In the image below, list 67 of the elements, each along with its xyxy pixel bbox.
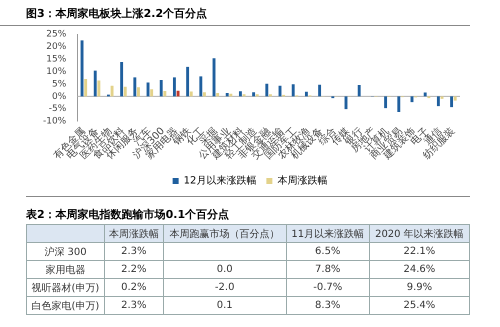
- bar: [410, 96, 414, 102]
- text: 2.3%: [121, 246, 146, 257]
- text: 2.2%: [121, 264, 146, 275]
- category-label: 视听器材(申万): [32, 282, 100, 294]
- y-tick-label: 0%: [52, 92, 67, 102]
- bar: [120, 62, 124, 96]
- y-tick-label: 10%: [46, 66, 67, 77]
- text: 22.1%: [404, 246, 436, 257]
- bar: [358, 85, 361, 96]
- category-label: 家用电器: [45, 264, 86, 276]
- category-label: 本周涨跌幅: [104, 224, 164, 242]
- y-tick-label: 15%: [46, 54, 67, 65]
- text: 6.5%: [315, 246, 340, 257]
- bar: [84, 79, 88, 96]
- y-tick-label: -10%: [42, 116, 67, 127]
- category-label: 白色家电(申万): [32, 300, 100, 312]
- text: 表2：本周家电指数跑输市场0.1个百分点: [26, 207, 230, 222]
- bar: [199, 76, 202, 96]
- bar: [133, 77, 136, 96]
- bar: [216, 92, 220, 96]
- bar: [137, 87, 140, 96]
- bar: [110, 86, 114, 96]
- bar: [304, 92, 308, 96]
- bar: [344, 96, 348, 110]
- bar: [150, 89, 154, 96]
- y-tick-label: 20%: [46, 42, 67, 52]
- bar: [265, 84, 268, 96]
- text: 0.1: [216, 300, 233, 311]
- legend-label: 本周涨跌幅: [277, 174, 328, 187]
- category-label: 沪深 300: [44, 246, 87, 258]
- text: 24.6%: [404, 264, 436, 275]
- bar: [146, 82, 150, 96]
- text: 2.3%: [121, 300, 146, 311]
- text: 0.2%: [121, 282, 146, 293]
- bar: [384, 96, 388, 108]
- chart-title: 图3：本周家电板块上涨2.2个百分点: [0, 0, 470, 26]
- text: 25.4%: [404, 300, 436, 311]
- bar: [318, 84, 322, 96]
- bar: [450, 96, 454, 108]
- bar: [80, 40, 84, 96]
- bar: [186, 66, 190, 96]
- legend-label: 12月以来涨跌幅: [184, 174, 256, 187]
- text: 7.8%: [315, 264, 340, 275]
- bar: [238, 91, 242, 96]
- text: 9.9%: [406, 282, 432, 293]
- bar: [424, 92, 427, 96]
- bar: [436, 96, 440, 106]
- text: -0.7%: [313, 282, 342, 293]
- text: -2.0: [214, 282, 234, 293]
- bar: [229, 94, 232, 96]
- bar: [176, 90, 180, 96]
- category-label: 本周跑赢市场（百分点）: [163, 224, 286, 242]
- bar: [278, 86, 282, 96]
- bar: [440, 96, 444, 99]
- category-label: 2020 年以来涨跌幅: [369, 224, 470, 242]
- text: 0.0: [216, 264, 233, 275]
- bar: [97, 80, 100, 96]
- text: 8.3%: [315, 300, 340, 311]
- bar: [252, 92, 256, 96]
- bar: [203, 92, 206, 96]
- bar: [212, 58, 216, 96]
- y-tick-label: 25%: [46, 30, 67, 40]
- y-tick-label: -5%: [48, 104, 67, 114]
- bar: [163, 90, 166, 96]
- category-label: 11月以来涨跌幅: [286, 224, 370, 242]
- y-tick-label: 5%: [52, 79, 67, 90]
- bar: [172, 77, 176, 96]
